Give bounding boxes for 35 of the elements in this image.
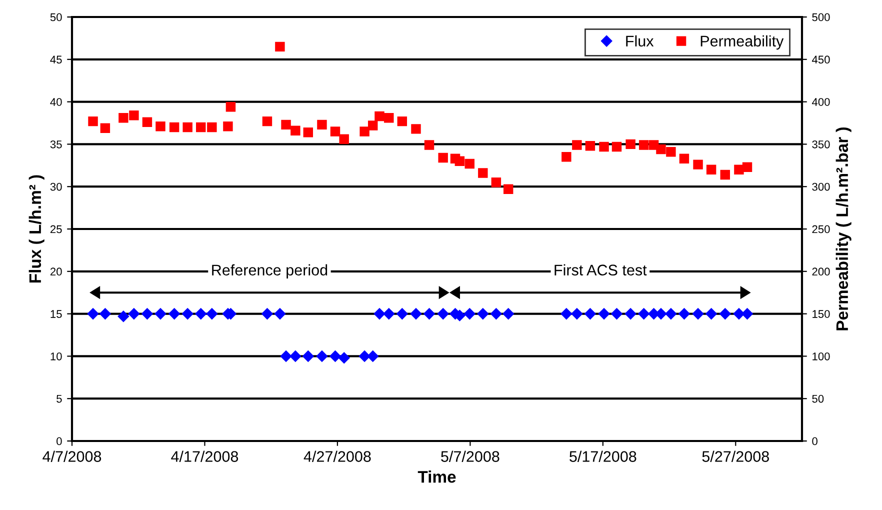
y-tick-label: 40	[50, 98, 62, 106]
x-tick-label: 5/17/2008	[570, 450, 636, 462]
y-tick-label: 45	[50, 56, 62, 64]
y2-tick-label: 500	[812, 13, 830, 22]
y-axis-title: Flux ( L/h.m² )	[28, 175, 44, 283]
x-tick-label: 4/27/2008	[304, 450, 371, 462]
y2-tick-label: 400	[812, 98, 830, 106]
y2-tick-label: 0	[812, 437, 818, 446]
y2-tick-label: 100	[812, 352, 830, 360]
y-tick-label: 5	[56, 394, 62, 403]
x-tick-label: 5/7/2008	[441, 450, 500, 462]
y2-tick-label: 350	[812, 140, 830, 148]
x-tick-label: 4/17/2008	[171, 450, 238, 462]
y-tick-label: 35	[50, 140, 62, 148]
x-axis-title: Time	[418, 470, 456, 483]
y-tick-label: 30	[50, 182, 62, 191]
y2-tick-label: 250	[812, 225, 830, 234]
annotation: First ACS test	[554, 264, 647, 276]
y2-tick-label: 200	[812, 268, 830, 276]
y2-tick-label: 450	[812, 56, 830, 64]
y2-tick-label: 150	[812, 310, 830, 318]
y-tick-label: 25	[50, 225, 62, 234]
y-tick-label: 50	[50, 13, 62, 22]
y2-tick-label: 50	[812, 394, 824, 403]
y-tick-label: 0	[56, 437, 62, 446]
y-tick-label: 15	[50, 310, 62, 318]
y-tick-label: 10	[50, 352, 62, 360]
legend-label: Flux	[626, 35, 654, 47]
annotation: Reference period	[212, 264, 328, 279]
y-tick-label: 20	[50, 268, 62, 276]
x-tick-label: 4/7/2008	[42, 450, 102, 462]
legend-label: Permeability	[700, 35, 784, 50]
x-tick-label: 5/27/2008	[702, 450, 769, 462]
y2-tick-label: 300	[812, 182, 830, 191]
y2-axis-title: Permeability ( L/h.m².bar )	[836, 127, 852, 330]
